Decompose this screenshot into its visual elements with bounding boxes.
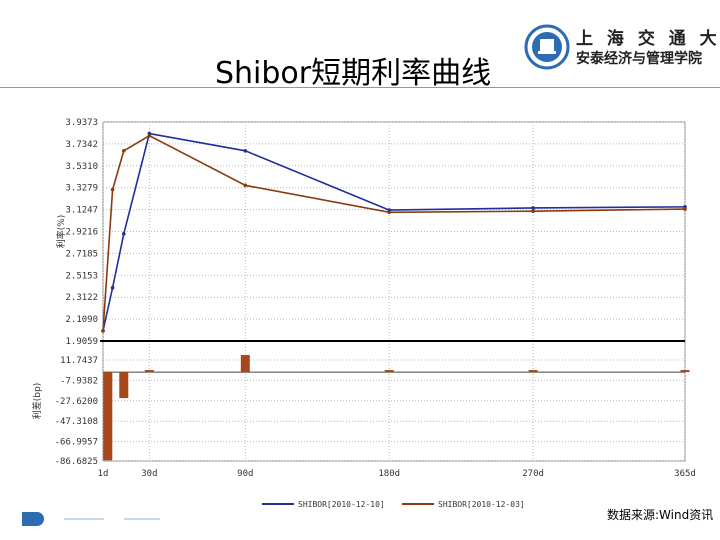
header-divider: [0, 87, 720, 88]
diff-bar: [680, 370, 690, 373]
footer-rule-2: [124, 518, 160, 520]
legend-label: SHIBOR[2010-12-10]: [298, 500, 385, 509]
diff-y-tick-label: 11.7437: [60, 356, 98, 366]
y-tick-label: 3.1247: [65, 206, 98, 216]
page-title: Shibor短期利率曲线: [215, 56, 492, 91]
legend-label: SHIBOR[2010-12-03]: [438, 500, 525, 509]
data-source-note: 数据来源:Wind资讯: [607, 508, 714, 522]
x-tick-label: 90d: [237, 469, 253, 479]
diff-y-tick-label: -66.9957: [55, 438, 98, 448]
y-tick-label: 2.5153: [65, 271, 98, 281]
series-point: [121, 149, 126, 153]
shibor-chart: 3.9373 3.7342 3.5310 3.3279 3.1247 2.9216 2.71…: [31, 118, 696, 509]
footer-rule-1: [64, 518, 104, 520]
y-tick-label: 2.9216: [65, 228, 98, 238]
y-tick-label: 3.3279: [65, 184, 98, 194]
x-tick-label: 270d: [522, 469, 544, 479]
x-tick-label: 180d: [378, 469, 400, 479]
y-tick-label: 2.7185: [65, 249, 98, 259]
y-tick-label: 3.5310: [65, 162, 98, 172]
diff-y-tick-label: -27.6200: [55, 397, 98, 407]
diff-bar: [144, 370, 154, 373]
series-point: [101, 329, 105, 333]
x-tick-label: 1d: [98, 469, 109, 479]
diff-bar: [240, 355, 250, 373]
y-axis-label: 利率(%): [55, 215, 67, 249]
diff-bar: [119, 372, 129, 399]
diff-bar: [103, 372, 113, 461]
series-point: [683, 207, 687, 211]
diff-bar: [528, 370, 538, 373]
diff-y-tick-label: -47.3108: [55, 417, 98, 427]
diff-y-tick-label: -86.6825: [55, 457, 98, 467]
series-point: [243, 183, 248, 188]
series-point: [147, 133, 152, 138]
series-point: [121, 232, 126, 236]
y-tick-label: 1.9059: [65, 337, 98, 347]
diff-y-axis-label: 利差(bp): [31, 383, 43, 419]
series-point: [110, 285, 115, 290]
y-tick-label: 3.7342: [65, 140, 98, 150]
logo-university-name: 上 海 交 通 大 学: [576, 29, 720, 49]
series-line: [102, 134, 686, 331]
logo-school-name: 安泰经济与管理学院: [576, 51, 702, 67]
y-tick-label: 2.3122: [65, 293, 98, 303]
series-point: [243, 149, 248, 153]
series-point: [387, 210, 392, 215]
university-logo: 上 海 交 通 大 学 安泰经济与管理学院: [524, 22, 720, 74]
series-point: [531, 209, 535, 213]
y-tick-label: 3.9373: [65, 118, 98, 128]
series-point: [110, 187, 115, 192]
university-seal-icon: [524, 24, 570, 70]
diff-y-tick-label: -7.9382: [60, 376, 98, 386]
y-tick-label: 2.1090: [65, 315, 98, 325]
series-line: [102, 132, 686, 332]
x-tick-label: 30d: [141, 469, 157, 479]
series-point: [531, 206, 535, 210]
x-tick-label: 365d: [674, 469, 696, 479]
footer-accent: [22, 512, 44, 526]
diff-bar: [384, 370, 394, 373]
